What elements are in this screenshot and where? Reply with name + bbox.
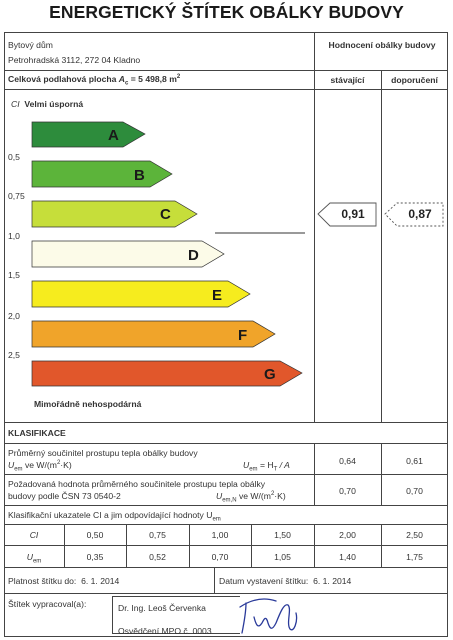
class-letter-f: F xyxy=(238,327,247,344)
ci-value: 1,00 xyxy=(211,530,229,540)
divider xyxy=(4,474,448,475)
ci-value: 2,50 xyxy=(406,530,423,540)
divider xyxy=(381,524,382,567)
tick-label: 2,5 xyxy=(8,350,20,360)
klas-row2-norm: budovy podle ČSN 73 0540-2 xyxy=(8,491,121,501)
klas-row2-formula: Uem,N ve W/(m2·K) xyxy=(216,491,286,504)
uem-row-label: Uem xyxy=(26,552,42,565)
class-letter-d: D xyxy=(188,247,199,264)
rating-header-title: Hodnocení obálky budovy xyxy=(328,40,436,50)
class-letter-b: B xyxy=(134,167,145,184)
tick-label: 2,0 xyxy=(8,311,20,321)
issuer-box xyxy=(112,596,240,634)
rating-header-recommended: doporučení xyxy=(391,75,438,85)
divider xyxy=(251,524,252,567)
scale-table-heading: Klasifikační ukazatele CI a jim odpovída… xyxy=(8,510,221,523)
divider xyxy=(126,524,127,567)
divider xyxy=(314,524,315,567)
divider xyxy=(64,524,65,567)
uem-value: 0,70 xyxy=(211,552,229,562)
uem-value: 1,75 xyxy=(406,552,423,562)
class-arrow-a: A xyxy=(31,121,146,148)
divider xyxy=(4,89,448,90)
ci-value: 1,50 xyxy=(274,530,291,540)
issuer-name: Dr. Ing. Leoš Červenka xyxy=(118,603,206,613)
uem-value: 0,35 xyxy=(86,552,104,562)
divider xyxy=(4,70,448,71)
class-arrow-c: C xyxy=(31,200,198,228)
scale-bottom-label: Mimořádně nehospodárná xyxy=(34,399,142,409)
divider xyxy=(4,443,448,444)
ci-value: 2,00 xyxy=(339,530,356,540)
uem-value: 1,40 xyxy=(339,552,356,562)
ci-value: 0,75 xyxy=(149,530,166,540)
current-value: 0,91 xyxy=(341,207,365,221)
divider xyxy=(4,545,448,546)
building-address: Petrohradská 3112, 272 04 Kladno xyxy=(8,55,141,65)
class-arrow-f: F xyxy=(31,320,276,348)
building-type: Bytový dům xyxy=(8,40,53,50)
klas-row1-unit: Uem ve W/(m2·K) xyxy=(8,460,72,473)
uem-value: 0,52 xyxy=(149,552,166,562)
tick-label: 0,75 xyxy=(8,191,25,201)
klas-row1-current: 0,64 xyxy=(339,456,356,466)
uem-value: 1,05 xyxy=(274,552,291,562)
divider xyxy=(214,567,215,593)
energy-scale: A B C D E F G xyxy=(31,121,444,387)
klas-row2-recommended: 0,70 xyxy=(406,486,423,496)
klas-row1-formula: Uem = HT / A xyxy=(243,460,290,473)
tick-label: 0,5 xyxy=(8,152,20,162)
klas-row2-current: 0,70 xyxy=(339,486,356,496)
recommended-value: 0,87 xyxy=(408,207,432,221)
scale-top: CI Velmi úsporná xyxy=(11,99,84,109)
class-letter-g: G xyxy=(264,366,276,383)
ci-value: 0,50 xyxy=(86,530,104,540)
class-arrow-g: G xyxy=(31,360,303,387)
issue-date: Datum vystavení štítku: 6. 1. 2014 xyxy=(219,576,352,586)
label-title: ENERGETICKÝ ŠTÍTEK OBÁLKY BUDOVY xyxy=(49,2,404,22)
divider xyxy=(314,32,315,422)
klas-row1-label: Průměrný součinitel prostupu tepla obálk… xyxy=(8,448,198,458)
divider xyxy=(4,505,448,506)
class-letter-a: A xyxy=(108,127,119,144)
floor-area: Celková podlahová plocha Ac = 5 498,8 m2 xyxy=(8,74,181,87)
class-arrow-d: D xyxy=(31,240,225,268)
divider xyxy=(381,70,382,422)
label-frame xyxy=(4,32,448,637)
divider xyxy=(4,524,448,525)
tick-label: 1,0 xyxy=(8,231,20,241)
tick-label: 1,5 xyxy=(8,270,20,280)
class-arrow-b: B xyxy=(31,160,173,188)
divider xyxy=(4,422,448,423)
rating-header-current: stávající xyxy=(330,75,365,85)
validity: Platnost štítku do: 6. 1. 2014 xyxy=(8,576,120,586)
divider xyxy=(4,567,448,568)
issuer-label: Štítek vypracoval(a): xyxy=(8,599,87,609)
signature xyxy=(239,598,298,634)
klas-row2-label: Požadovaná hodnota průměrného součinitel… xyxy=(8,479,266,489)
certificate-number: Osvědčení MPO č. 0003 xyxy=(118,626,212,636)
current-value-pointer xyxy=(317,202,377,227)
klas-row1-recommended: 0,61 xyxy=(406,456,423,466)
class-letter-e: E xyxy=(212,287,222,304)
class-arrow-e: E xyxy=(31,280,251,308)
ci-row-label: CI xyxy=(29,530,39,540)
divider xyxy=(189,524,190,567)
class-letter-c: C xyxy=(160,206,171,223)
klasifikace-heading: KLASIFIKACE xyxy=(8,428,66,438)
divider xyxy=(4,593,448,594)
recommended-value-pointer xyxy=(384,202,444,227)
